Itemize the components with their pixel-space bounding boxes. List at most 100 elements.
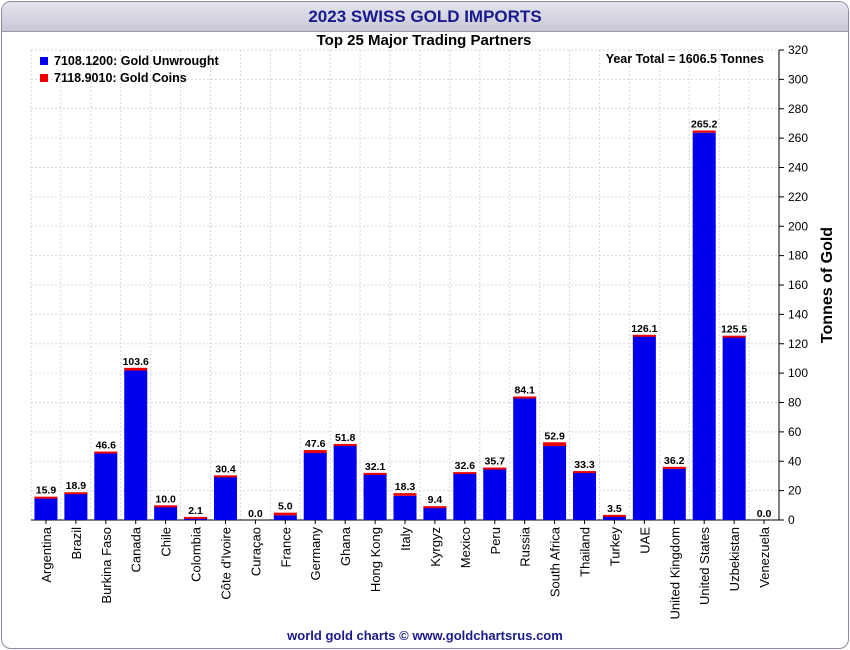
y-tick-label: 100 [788,366,808,380]
data-label-20: 126.1 [631,323,657,335]
data-label-11: 32.1 [365,461,386,473]
data-label-12: 18.3 [395,481,416,493]
y-tick-label: 80 [788,396,802,410]
bar-coins-12 [393,493,417,496]
data-label-24: 0.0 [757,508,772,520]
bar-unwrought-11 [363,473,387,520]
bar-coins-19 [602,514,626,517]
x-tick-label-14: Mexico [458,527,473,568]
bar-unwrought-6 [213,475,237,520]
x-tick-label-22: United States [697,527,712,606]
data-label-9: 47.6 [305,438,326,450]
data-label-5: 2.1 [188,505,203,517]
bar-unwrought-14 [453,472,477,520]
y-tick-label: 60 [788,425,802,439]
bar-coins-13 [423,506,447,509]
data-label-8: 5.0 [278,501,293,513]
data-label-16: 84.1 [514,384,535,396]
bar-coins-6 [213,475,237,478]
x-tick-label-13: Kyrgyz [428,527,443,567]
data-label-15: 35.7 [485,456,506,468]
bar-unwrought-2 [94,451,118,520]
bar-unwrought-13 [423,506,447,520]
y-axis-title: Tonnes of Gold [819,227,836,343]
bar-unwrought-20 [632,335,656,520]
x-tick-label-1: Brazil [69,527,84,560]
bar-unwrought-10 [333,444,357,520]
bar-coins-4 [154,505,178,508]
x-tick-label-5: Colombia [189,526,204,582]
bar-unwrought-3 [124,370,148,520]
y-tick-label: 320 [788,43,808,57]
bar-unwrought-4 [154,505,178,520]
bar-unwrought-16 [513,396,537,520]
data-label-17: 52.9 [544,430,565,442]
bar-unwrought-19 [602,515,626,520]
x-tick-label-12: Italy [398,527,413,551]
title-bar: 2023 SWISS GOLD IMPORTS [2,2,848,32]
data-label-0: 15.9 [36,485,57,497]
bar-unwrought-1 [64,492,88,520]
x-tick-label-2: Burkina Faso [99,527,114,604]
data-label-14: 32.6 [455,460,476,472]
x-tick-label-0: Argentina [39,526,54,582]
y-tick-label: 160 [788,278,808,292]
bar-coins-11 [363,472,387,475]
x-tick-label-21: United Kingdom [667,527,682,620]
chart-subtitle: Top 25 Major Trading Partners [317,32,532,49]
legend-label-unwrought: 7108.1200: Gold Unwrought [54,54,219,68]
bar-coins-21 [662,466,686,469]
data-label-4: 10.0 [155,493,176,505]
data-label-22: 265.2 [691,118,717,130]
bar-coins-14 [453,472,477,475]
bar-coins-2 [94,451,118,454]
y-tick-label: 40 [788,454,802,468]
legend-swatch-coins [40,74,48,82]
bar-coins-3 [124,367,148,371]
bar-unwrought-22 [692,132,716,521]
x-tick-label-18: Thailand [578,527,593,577]
x-tick-label-7: Curaçao [248,527,263,576]
bar-coins-16 [513,396,537,399]
y-tick-label: 260 [788,131,808,145]
data-label-13: 9.4 [428,494,443,506]
y-tick-label: 220 [788,190,808,204]
bar-coins-9 [303,450,327,454]
y-tick-label: 120 [788,337,808,351]
bar-coins-23 [722,335,746,338]
y-tick-label: 280 [788,102,808,116]
chart-footer: world gold charts © www.goldchartsrus.co… [287,628,563,643]
bar-unwrought-15 [483,467,507,520]
bar-coins-5 [184,516,208,519]
legend-label-coins: 7118.9010: Gold Coins [54,71,187,85]
data-label-21: 36.2 [664,455,685,467]
bar-coins-18 [573,471,597,474]
y-tick-label: 0 [788,513,795,527]
bar-unwrought-23 [722,335,746,520]
x-tick-label-17: South Africa [548,526,563,597]
x-tick-label-19: Turkey [607,527,622,567]
x-tick-label-20: UAE [637,527,652,554]
year-total-annotation: Year Total = 1606.5 Tonnes [606,52,764,66]
bar-coins-1 [64,492,88,495]
x-tick-label-24: Venezuela [757,526,772,587]
bar-coins-20 [632,334,656,337]
x-tick-label-4: Chile [159,527,174,557]
y-tick-label: 180 [788,249,808,263]
data-label-6: 30.4 [215,463,236,475]
x-tick-label-10: Ghana [338,526,353,566]
x-tick-label-23: Uzbekistan [727,527,742,591]
bar-coins-0 [34,496,58,499]
bar-coins-17 [543,442,567,446]
bar-unwrought-8 [273,515,297,520]
y-tick-label: 200 [788,219,808,233]
bar-unwrought-21 [662,468,686,520]
x-tick-label-16: Russia [518,526,533,567]
data-label-10: 51.8 [335,432,356,444]
data-label-19: 3.5 [607,503,622,515]
bar-unwrought-18 [573,471,597,520]
y-tick-label: 300 [788,72,808,86]
bar-unwrought-9 [303,453,327,520]
data-label-23: 125.5 [721,324,747,336]
